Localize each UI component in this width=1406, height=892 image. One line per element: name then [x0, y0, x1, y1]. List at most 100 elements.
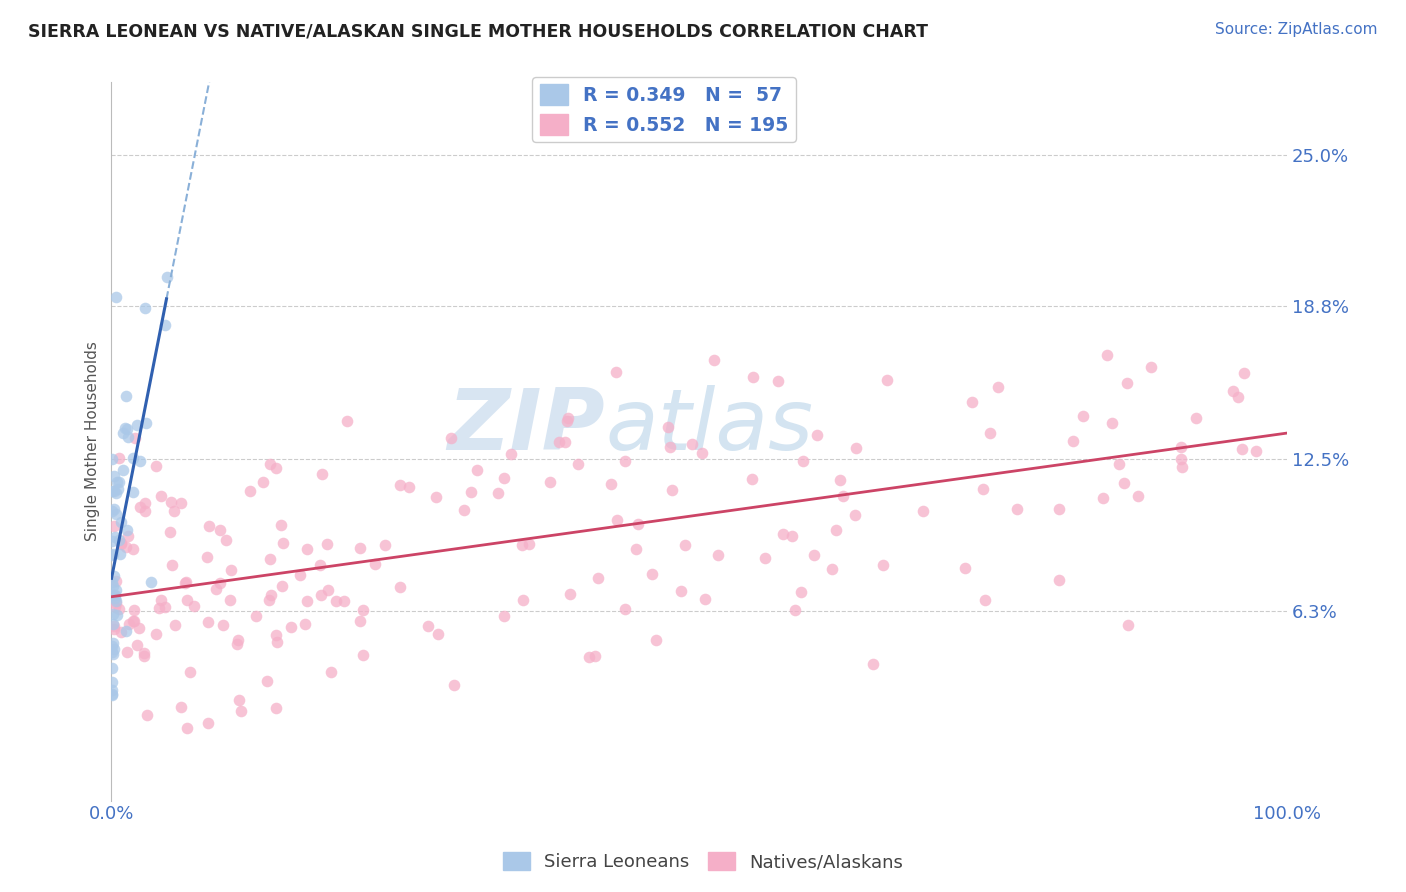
Point [325, 594, 347, 608]
Point [1112, 476, 1135, 491]
Point [100, 504, 122, 518]
Point [669, 584, 692, 599]
Point [613, 453, 636, 467]
Point [264, 701, 287, 715]
Point [229, 704, 252, 718]
Point [110, 537, 132, 551]
Point [309, 588, 332, 602]
Point [205, 582, 228, 596]
Point [557, 411, 579, 425]
Point [117, 422, 139, 436]
Point [162, 558, 184, 572]
Point [104, 582, 127, 597]
Point [780, 529, 803, 543]
Point [114, 420, 136, 434]
Point [586, 571, 609, 585]
Point [101, 588, 124, 602]
Point [1071, 409, 1094, 423]
Point [105, 475, 128, 489]
Point [1170, 441, 1192, 455]
Point [215, 533, 238, 547]
Point [627, 517, 650, 532]
Point [1226, 390, 1249, 404]
Point [349, 615, 371, 629]
Point [219, 563, 242, 577]
Point [132, 648, 155, 663]
Point [321, 665, 343, 679]
Point [104, 591, 127, 605]
Point [122, 484, 145, 499]
Point [332, 594, 354, 608]
Point [624, 542, 647, 557]
Point [115, 389, 138, 403]
Point [101, 607, 124, 621]
Point [228, 693, 250, 707]
Point [114, 624, 136, 639]
Point [862, 657, 884, 671]
Point [613, 602, 636, 616]
Point [132, 646, 155, 660]
Point [363, 557, 385, 571]
Point [766, 374, 789, 388]
Point [155, 269, 177, 284]
Point [208, 523, 231, 537]
Point [115, 541, 138, 555]
Point [101, 547, 124, 561]
Point [226, 637, 249, 651]
Point [460, 485, 482, 500]
Point [547, 434, 569, 449]
Point [122, 615, 145, 629]
Point [101, 452, 124, 467]
Point [257, 592, 280, 607]
Point [179, 665, 201, 680]
Point [578, 649, 600, 664]
Point [783, 603, 806, 617]
Point [218, 592, 240, 607]
Point [690, 446, 713, 460]
Point [295, 594, 318, 608]
Point [197, 518, 219, 533]
Point [567, 457, 589, 471]
Point [105, 607, 128, 622]
Point [443, 678, 465, 692]
Point [831, 489, 853, 503]
Point [960, 395, 983, 409]
Point [107, 482, 129, 496]
Point [103, 518, 125, 533]
Point [1108, 457, 1130, 471]
Point [1101, 416, 1123, 430]
Point [486, 486, 509, 500]
Point [100, 534, 122, 549]
Point [288, 567, 311, 582]
Point [252, 475, 274, 489]
Point [844, 508, 866, 523]
Text: ZIP: ZIP [447, 385, 605, 468]
Point [150, 489, 173, 503]
Point [101, 579, 124, 593]
Point [101, 675, 124, 690]
Point [104, 574, 127, 589]
Point [352, 648, 374, 662]
Point [280, 620, 302, 634]
Point [658, 440, 681, 454]
Point [828, 474, 851, 488]
Point [103, 622, 125, 636]
Point [124, 431, 146, 445]
Point [315, 537, 337, 551]
Point [211, 618, 233, 632]
Point [103, 468, 125, 483]
Point [1116, 618, 1139, 632]
Point [1185, 411, 1208, 425]
Point [792, 453, 814, 467]
Point [256, 674, 278, 689]
Point [165, 618, 187, 632]
Point [122, 542, 145, 557]
Point [703, 353, 725, 368]
Point [1049, 573, 1071, 587]
Point [388, 580, 411, 594]
Point [707, 548, 730, 562]
Point [101, 636, 124, 650]
Point [845, 441, 868, 455]
Point [425, 491, 447, 505]
Point [790, 584, 813, 599]
